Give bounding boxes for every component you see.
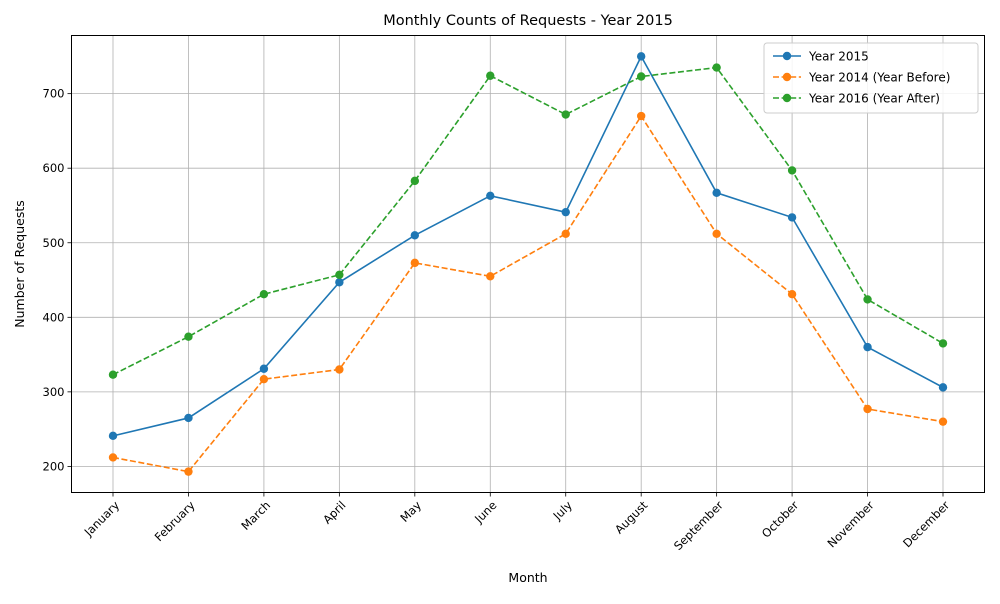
x-tick-label: March	[238, 498, 273, 533]
x-tick-label: August	[612, 498, 651, 537]
data-point	[712, 188, 721, 198]
data-point	[863, 404, 872, 414]
data-point	[184, 413, 193, 423]
data-point	[486, 71, 495, 80]
data-point	[636, 111, 646, 121]
y-tick-label: 700	[43, 87, 65, 101]
x-tick-label: November	[825, 498, 877, 550]
x-tick-label: February	[152, 498, 198, 544]
y-tick-label: 500	[43, 236, 65, 250]
x-axis-label: Month	[508, 570, 547, 585]
data-point	[410, 231, 420, 240]
data-point	[335, 270, 344, 280]
series-1	[108, 52, 948, 441]
data-point	[410, 258, 420, 268]
data-point	[184, 332, 193, 341]
series-line	[112, 66, 944, 376]
data-point	[486, 191, 495, 200]
series-3	[108, 63, 948, 379]
x-tick-label: June	[471, 498, 499, 526]
data-point	[863, 295, 872, 304]
data-point	[108, 453, 118, 462]
data-point	[938, 417, 948, 426]
data-point	[636, 52, 646, 61]
legend-label: Year 2014 (Year Before)	[808, 71, 950, 85]
axes: January February March April May June July Augu…	[43, 87, 953, 553]
y-tick-label: 400	[43, 310, 65, 324]
x-tick-label: May	[397, 498, 424, 525]
data-point	[712, 229, 721, 239]
data-point	[938, 339, 948, 348]
legend-label: Year 2016 (Year After)	[808, 92, 940, 106]
y-axis-label: Number of Requests	[12, 200, 27, 328]
data-point	[335, 365, 344, 374]
legend-marker	[782, 72, 792, 82]
legend-marker	[782, 93, 792, 103]
data-point	[108, 431, 118, 441]
data-point	[561, 229, 570, 239]
legend: Year 2015 Year 2014 (Year Before) Year 201…	[763, 42, 979, 114]
data-point	[938, 383, 948, 392]
x-tick-label: December	[900, 498, 952, 550]
x-tick-label: October	[759, 498, 802, 541]
x-tick-label: July	[550, 498, 575, 523]
plot-area-frame	[71, 35, 985, 493]
series-line	[112, 54, 944, 437]
y-tick-label: 300	[43, 385, 65, 399]
data-point	[108, 370, 118, 379]
x-tick-label: January	[81, 498, 123, 540]
y-tick-label: 200	[43, 459, 65, 473]
data-point	[636, 72, 646, 81]
data-point	[787, 213, 797, 222]
legend-box	[763, 42, 979, 114]
series-layer	[108, 52, 948, 476]
y-tick-label: 600	[43, 161, 65, 175]
legend-label: Year 2015	[808, 50, 869, 64]
chart-title: Monthly Counts of Requests - Year 2015	[383, 13, 673, 29]
data-point	[259, 374, 269, 384]
data-point	[787, 166, 797, 175]
data-point	[259, 289, 269, 299]
series-line	[112, 114, 944, 473]
data-point	[787, 289, 797, 299]
data-point	[561, 110, 570, 119]
data-point	[561, 207, 570, 217]
x-tick-label: September	[671, 498, 726, 553]
data-point	[184, 467, 193, 476]
legend-marker	[782, 51, 792, 61]
data-point	[863, 342, 872, 352]
data-point	[486, 272, 495, 281]
data-point	[259, 364, 269, 373]
data-point	[335, 278, 344, 287]
data-point	[712, 63, 721, 72]
data-point	[410, 176, 420, 186]
series-2	[108, 111, 948, 476]
x-tick-label: April	[320, 498, 348, 526]
